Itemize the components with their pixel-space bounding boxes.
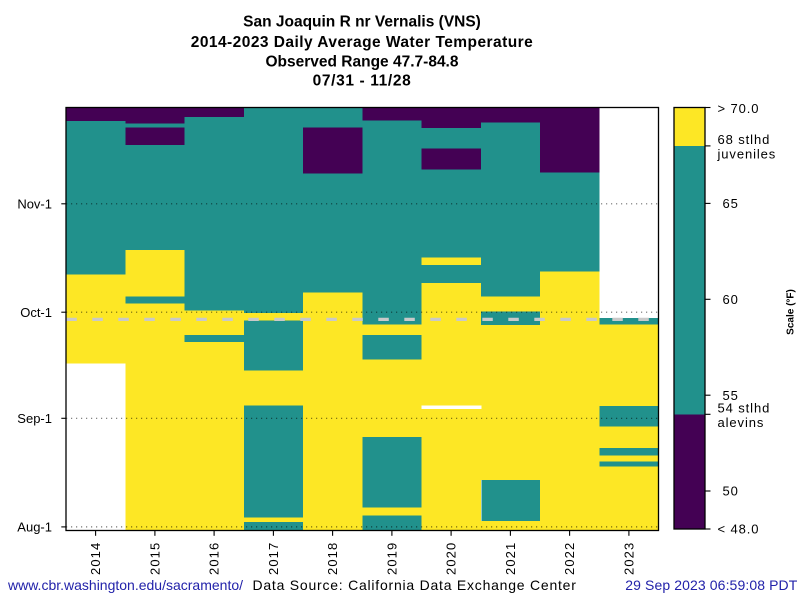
svg-text:2014: 2014 bbox=[88, 542, 103, 575]
svg-text:2022: 2022 bbox=[562, 542, 577, 575]
svg-text:San Joaquin R nr Vernalis (VNS: San Joaquin R nr Vernalis (VNS) bbox=[243, 14, 481, 31]
svg-text:< 48.0: < 48.0 bbox=[718, 522, 760, 537]
svg-text:2017: 2017 bbox=[266, 542, 281, 575]
svg-text:54 stlhd: 54 stlhd bbox=[718, 401, 771, 416]
svg-text:Sep-1: Sep-1 bbox=[17, 411, 52, 426]
svg-text:50: 50 bbox=[723, 484, 739, 499]
svg-text:65: 65 bbox=[723, 196, 739, 211]
svg-text:55: 55 bbox=[723, 388, 739, 403]
svg-text:2020: 2020 bbox=[444, 542, 459, 575]
svg-text:www.cbr.washington.edu/sacrame: www.cbr.washington.edu/sacramento/ bbox=[7, 577, 243, 593]
svg-text:Scale (°F): Scale (°F) bbox=[786, 289, 797, 335]
svg-text:alevins: alevins bbox=[718, 415, 765, 430]
svg-text:> 70.0: > 70.0 bbox=[718, 101, 760, 116]
svg-text:2014-2023 Daily Average Water: 2014-2023 Daily Average Water Temperatur… bbox=[191, 34, 534, 51]
svg-text:Observed Range 47.7-84.8: Observed Range 47.7-84.8 bbox=[266, 54, 459, 71]
svg-text:2016: 2016 bbox=[207, 542, 222, 575]
svg-text:Data Source: California Data E: Data Source: California Data Exchange Ce… bbox=[253, 577, 577, 593]
svg-text:2018: 2018 bbox=[325, 542, 340, 575]
svg-text:2015: 2015 bbox=[148, 542, 163, 575]
svg-text:29 Sep 2023 06:59:08 PDT: 29 Sep 2023 06:59:08 PDT bbox=[625, 577, 797, 593]
svg-text:2019: 2019 bbox=[385, 542, 400, 575]
svg-text:Aug-1: Aug-1 bbox=[17, 520, 52, 535]
svg-text:2023: 2023 bbox=[622, 542, 637, 575]
svg-text:2021: 2021 bbox=[503, 542, 518, 575]
svg-text:68 stlhd: 68 stlhd bbox=[718, 132, 771, 147]
svg-text:Nov-1: Nov-1 bbox=[17, 197, 52, 212]
svg-text:07/31 - 11/28: 07/31 - 11/28 bbox=[313, 73, 412, 90]
svg-text:60: 60 bbox=[723, 292, 739, 307]
svg-text:juveniles: juveniles bbox=[717, 146, 777, 161]
svg-text:Oct-1: Oct-1 bbox=[20, 305, 52, 320]
